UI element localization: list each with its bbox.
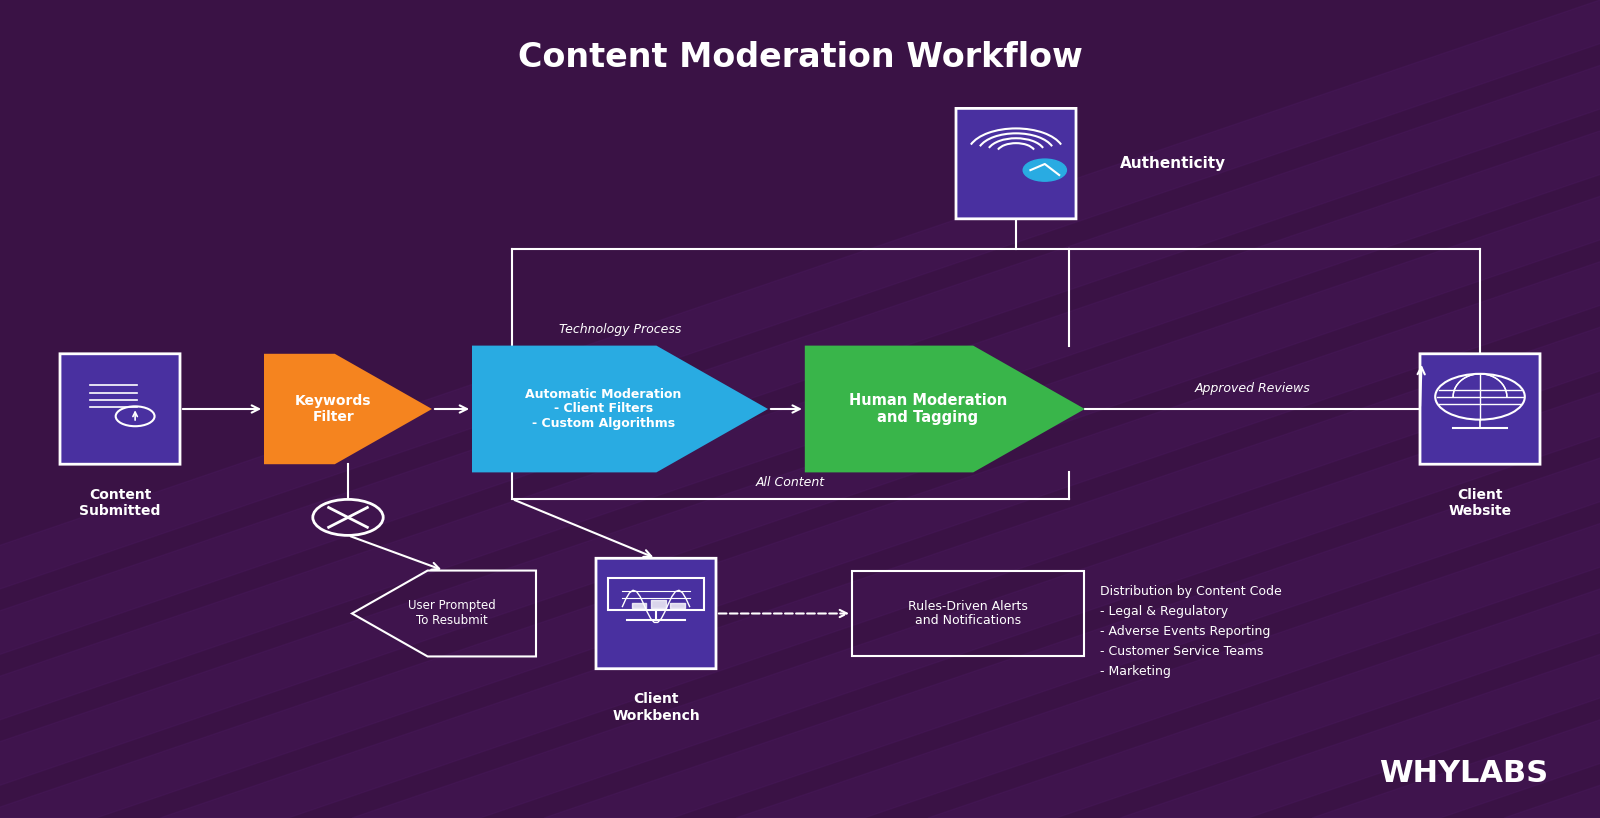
Polygon shape bbox=[1504, 0, 1600, 818]
FancyBboxPatch shape bbox=[1421, 353, 1539, 465]
Polygon shape bbox=[472, 345, 768, 473]
Text: Technology Process: Technology Process bbox=[558, 323, 682, 335]
Bar bbox=[851, 571, 1085, 656]
Polygon shape bbox=[1120, 0, 1600, 818]
Polygon shape bbox=[264, 353, 432, 465]
Polygon shape bbox=[805, 345, 1085, 473]
Text: Keywords
Filter: Keywords Filter bbox=[294, 394, 371, 424]
Text: Rules-Driven Alerts
and Notifications: Rules-Driven Alerts and Notifications bbox=[909, 600, 1027, 627]
FancyBboxPatch shape bbox=[61, 353, 179, 465]
Polygon shape bbox=[928, 0, 1600, 818]
Text: User Prompted
To Resubmit: User Prompted To Resubmit bbox=[408, 600, 496, 627]
Text: Client
Workbench: Client Workbench bbox=[613, 693, 699, 722]
Polygon shape bbox=[1312, 0, 1600, 818]
Circle shape bbox=[1024, 159, 1066, 182]
Text: Authenticity: Authenticity bbox=[1120, 156, 1226, 171]
FancyBboxPatch shape bbox=[595, 558, 717, 669]
Bar bbox=[608, 578, 704, 610]
Text: Automatic Moderation
- Client Filters
- Custom Algorithms: Automatic Moderation - Client Filters - … bbox=[525, 388, 682, 430]
Text: Content
Submitted: Content Submitted bbox=[80, 488, 160, 518]
Text: Client
Website: Client Website bbox=[1448, 488, 1512, 518]
Polygon shape bbox=[736, 0, 1600, 818]
Text: All Content: All Content bbox=[755, 476, 826, 489]
Polygon shape bbox=[352, 0, 1600, 818]
Text: Distribution by Content Code
- Legal & Regulatory
- Adverse Events Reporting
- C: Distribution by Content Code - Legal & R… bbox=[1101, 585, 1282, 678]
Text: WHYLABS: WHYLABS bbox=[1379, 758, 1549, 788]
FancyBboxPatch shape bbox=[957, 108, 1075, 218]
Text: Content Moderation Workflow: Content Moderation Workflow bbox=[517, 41, 1083, 74]
Polygon shape bbox=[160, 0, 1600, 818]
Text: Human Moderation
and Tagging: Human Moderation and Tagging bbox=[850, 393, 1006, 425]
Polygon shape bbox=[544, 0, 1600, 818]
Text: Approved Reviews: Approved Reviews bbox=[1195, 382, 1310, 395]
